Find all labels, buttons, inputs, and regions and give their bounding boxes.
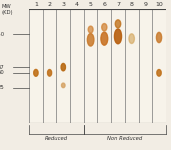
Text: 5: 5 xyxy=(89,3,93,8)
Ellipse shape xyxy=(115,20,121,28)
Ellipse shape xyxy=(157,70,161,76)
Text: 3: 3 xyxy=(61,3,65,8)
Text: 9: 9 xyxy=(143,3,147,8)
Text: 10: 10 xyxy=(155,3,163,8)
Ellipse shape xyxy=(88,26,93,33)
Ellipse shape xyxy=(87,33,94,46)
Text: 1: 1 xyxy=(34,3,38,8)
Text: 50: 50 xyxy=(0,70,4,75)
Text: MW
(KD): MW (KD) xyxy=(2,4,13,15)
Ellipse shape xyxy=(101,32,108,45)
Text: 25: 25 xyxy=(0,85,4,90)
Text: 4: 4 xyxy=(75,3,79,8)
Ellipse shape xyxy=(156,32,162,43)
Text: Non Reduced: Non Reduced xyxy=(107,136,142,141)
Ellipse shape xyxy=(129,34,134,44)
Text: 150: 150 xyxy=(0,32,4,37)
Ellipse shape xyxy=(48,70,52,76)
Ellipse shape xyxy=(34,69,38,76)
Text: 8: 8 xyxy=(130,3,134,8)
Ellipse shape xyxy=(114,29,122,44)
Ellipse shape xyxy=(102,24,107,31)
Text: 6: 6 xyxy=(102,3,106,8)
Text: Reduced: Reduced xyxy=(45,136,68,141)
Text: 2: 2 xyxy=(48,3,52,8)
Text: 67: 67 xyxy=(0,65,4,70)
Text: 7: 7 xyxy=(116,3,120,8)
Ellipse shape xyxy=(62,83,65,88)
Ellipse shape xyxy=(61,63,65,71)
